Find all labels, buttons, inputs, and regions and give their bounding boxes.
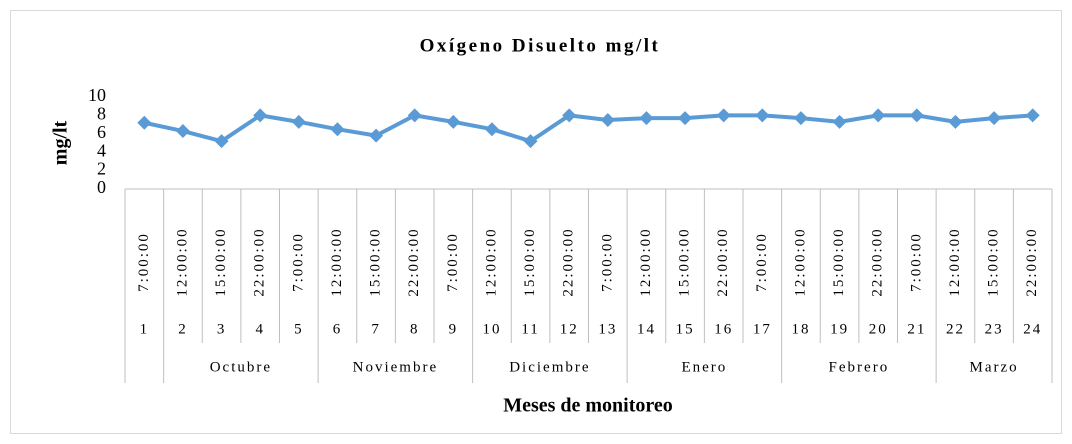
x-index-label: 4: [255, 321, 265, 337]
x-tick-label: 22:00:00: [406, 227, 422, 296]
marker: [948, 114, 963, 129]
x-tick-label: 15:00:00: [677, 227, 693, 296]
marker: [909, 108, 924, 123]
x-tick-label: 12:00:00: [329, 227, 345, 296]
x-index-label: 15: [676, 321, 695, 337]
marker: [137, 115, 152, 130]
x-tick-label: 15:00:00: [522, 227, 538, 296]
x-tick-label: 15:00:00: [213, 227, 229, 296]
marker: [987, 111, 1002, 126]
marker: [369, 128, 384, 143]
x-tick-label: 7:00:00: [754, 232, 770, 292]
marker: [871, 108, 886, 123]
marker: [214, 134, 229, 149]
marker: [755, 108, 770, 123]
x-tick-label: 15:00:00: [986, 227, 1002, 296]
x-index-label: 5: [294, 321, 304, 337]
marker: [716, 108, 731, 123]
chart-frame: [10, 10, 1062, 434]
marker: [175, 124, 190, 139]
marker: [330, 122, 345, 137]
y-tick-label: 0: [97, 177, 106, 197]
x-axis-title: Meses de monitoreo: [503, 395, 673, 417]
x-index-label: 16: [714, 321, 733, 337]
x-tick-label: 7:00:00: [599, 232, 615, 292]
x-index-label: 11: [521, 321, 539, 337]
x-index-label: 24: [1023, 321, 1042, 337]
marker: [562, 108, 577, 123]
x-tick-label: 12:00:00: [792, 227, 808, 296]
y-axis-title: mg/lt: [50, 120, 72, 165]
x-group-label: Noviembre: [353, 359, 438, 375]
x-tick-label: 7:00:00: [908, 232, 924, 292]
x-tick-label: 22:00:00: [561, 227, 577, 296]
y-tick-label: 6: [97, 122, 106, 142]
x-tick-label: 12:00:00: [174, 227, 190, 296]
y-tick-label: 10: [88, 85, 106, 105]
x-index-label: 23: [985, 321, 1004, 337]
x-group-label: Febrero: [829, 359, 890, 375]
y-tick-label: 8: [97, 104, 106, 124]
marker: [446, 114, 461, 129]
x-index-label: 20: [869, 321, 888, 337]
x-index-label: 2: [178, 321, 188, 337]
x-index-label: 14: [637, 321, 656, 337]
x-index-label: 17: [753, 321, 772, 337]
x-index-label: 7: [371, 321, 381, 337]
x-index-label: 3: [217, 321, 227, 337]
x-group-label: Octubre: [210, 359, 272, 375]
x-tick-label: 22:00:00: [252, 227, 268, 296]
x-tick-label: 12:00:00: [483, 227, 499, 296]
x-index-label: 1: [140, 321, 150, 337]
x-tick-label: 12:00:00: [947, 227, 963, 296]
marker: [793, 111, 808, 126]
x-index-label: 13: [598, 321, 617, 337]
x-tick-label: 7:00:00: [136, 232, 152, 292]
y-tick-label: 4: [97, 140, 106, 160]
x-tick-label: 15:00:00: [368, 227, 384, 296]
x-group-label: Marzo: [969, 359, 1018, 375]
x-tick-label: 7:00:00: [445, 232, 461, 292]
marker: [832, 114, 847, 129]
x-tick-label: 15:00:00: [831, 227, 847, 296]
x-tick-label: 7:00:00: [290, 232, 306, 292]
x-index-label: 21: [907, 321, 926, 337]
marker: [1025, 108, 1040, 123]
x-index-label: 6: [333, 321, 343, 337]
marker: [291, 114, 306, 129]
x-tick-label: 12:00:00: [638, 227, 654, 296]
marker: [639, 111, 654, 126]
chart-title: Oxígeno Disuelto mg/lt: [420, 35, 661, 56]
x-group-label: Enero: [681, 359, 727, 375]
marker: [678, 111, 693, 126]
marker: [484, 122, 499, 137]
x-index-label: 18: [791, 321, 810, 337]
x-index-label: 10: [482, 321, 501, 337]
x-index-label: 19: [830, 321, 849, 337]
marker: [523, 134, 538, 149]
x-index-label: 8: [410, 321, 420, 337]
x-index-label: 22: [946, 321, 965, 337]
x-index-label: 12: [560, 321, 579, 337]
x-tick-label: 22:00:00: [715, 227, 731, 296]
marker: [407, 108, 422, 123]
x-index-label: 9: [449, 321, 459, 337]
x-tick-label: 22:00:00: [1024, 227, 1040, 296]
y-tick-label: 2: [97, 159, 106, 179]
marker: [600, 113, 615, 127]
marker: [253, 108, 268, 123]
x-group-label: Diciembre: [509, 359, 590, 375]
x-tick-label: 22:00:00: [870, 227, 886, 296]
